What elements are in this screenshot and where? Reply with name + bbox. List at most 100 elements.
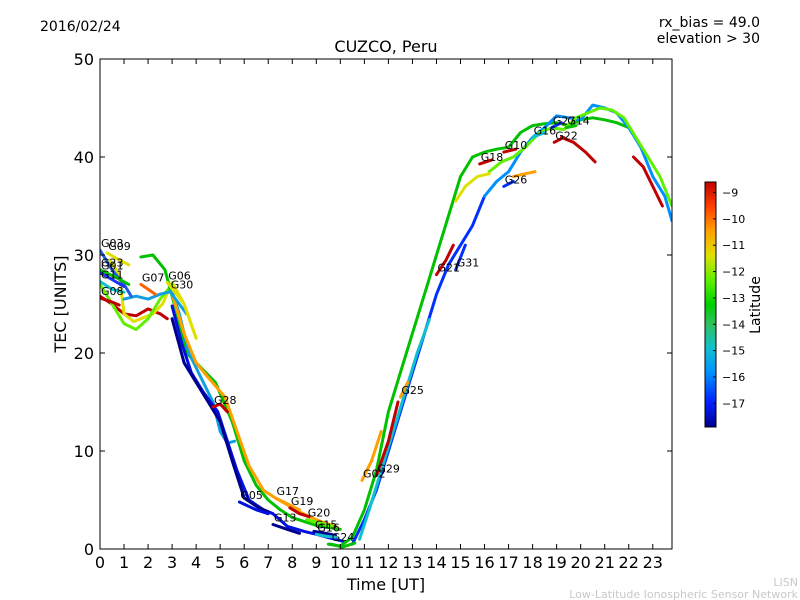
data-curves [100, 103, 672, 548]
x-tick-label-21: 21 [595, 553, 615, 572]
lisn-short-credit: LISN [773, 576, 798, 589]
series-line-g26-25 [502, 180, 515, 188]
x-tick-label-13: 13 [402, 553, 422, 572]
y-axis-ticks: 0 10 20 30 40 50 [74, 50, 672, 559]
tec-curve-14 [559, 135, 597, 164]
series-line-g11-4 [100, 280, 126, 294]
y-tick-label-0: 0 [84, 540, 94, 559]
satellite-label-g02-18: G02 [363, 467, 386, 480]
tec-curve-16 [632, 155, 664, 208]
satellite-label-g27-28: G27 [553, 115, 576, 128]
x-axis-label: Time [UT] [346, 575, 425, 594]
tec-curve-2 [108, 258, 198, 340]
colorbar-tick-label-5: −14 [722, 318, 745, 331]
satellite-label-g30-7: G30 [171, 278, 194, 291]
colorbar [704, 181, 717, 428]
x-tick-label-11: 11 [354, 553, 374, 572]
x-tick-label-1: 1 [119, 553, 129, 572]
satellite-label-g14-29: G14 [567, 115, 590, 128]
series-line-g23-2 [100, 268, 131, 286]
colorbar-tick-label-0: −9 [722, 187, 738, 200]
colorbar-tick-label-1: −10 [722, 213, 745, 226]
elevation-label: elevation > 30 [657, 31, 760, 47]
satellite-label-g11-4: G11 [101, 268, 124, 281]
colorbar-tick-label-8: −17 [722, 397, 745, 410]
tec-curve-13 [487, 106, 672, 208]
satellite-label-g20-14: G20 [308, 507, 331, 520]
x-tick-label-18: 18 [522, 553, 542, 572]
series-line-g20-14 [305, 518, 335, 528]
satellite-label-g03-0: G03 [101, 237, 124, 250]
x-tick-label-8: 8 [287, 553, 297, 572]
series-line-g16-26 [531, 131, 547, 139]
satellite-label-g19-12: G19 [291, 495, 314, 508]
series-line-g01-3 [100, 271, 126, 288]
series-line-g08-5 [100, 296, 121, 307]
series-line-g05-10 [237, 500, 270, 516]
satellite-label-g07-6: G07 [142, 271, 165, 284]
x-tick-label-23: 23 [643, 553, 663, 572]
satellite-label-g05-10: G05 [240, 489, 263, 502]
satellite-label-g13-13: G13 [274, 512, 297, 525]
x-tick-label-15: 15 [450, 553, 470, 572]
series-line-g17-11 [273, 496, 301, 512]
series-line-g16-16 [314, 532, 337, 539]
series-line-g13-13 [271, 523, 301, 535]
satellite-label-g08-5: G08 [101, 285, 124, 298]
satellite-label-g21-21: G21 [437, 262, 460, 275]
x-tick-label-2: 2 [143, 553, 153, 572]
tec-curve-9 [326, 116, 631, 548]
satellite-label-g18-23: G18 [481, 151, 504, 164]
satellite-label-g16-16: G16 [317, 521, 340, 534]
x-tick-label-14: 14 [426, 553, 446, 572]
tec-curve-12 [483, 103, 672, 223]
satellite-label-g28-9: G28 [214, 394, 237, 407]
x-tick-label-17: 17 [498, 553, 518, 572]
colorbar-tick-label-7: −16 [722, 371, 745, 384]
satellite-label-g17-11: G17 [276, 485, 299, 498]
x-tick-label-5: 5 [215, 553, 225, 572]
series-line-g14-29 [564, 124, 578, 130]
colorbar-tick-label-6: −15 [722, 345, 745, 358]
colorbar-tick-label-4: −13 [722, 292, 745, 305]
tec-curve-11 [358, 318, 431, 541]
tec-curve-15 [511, 170, 537, 179]
series-line-g29-19 [374, 400, 400, 477]
series-line-g28-9 [211, 402, 229, 414]
satellite-label-g10-24: G10 [505, 139, 528, 152]
x-axis-ticks: 0 1 2 3 4 5 6 7 8 9 10 11 12 13 14 15 16 17 18 19 20 21 22 23 [95, 59, 663, 572]
series-line-g24-17 [329, 541, 357, 549]
satellite-label-g15-15: G15 [315, 518, 338, 531]
series-line-g19-12 [288, 506, 311, 519]
y-tick-label-10: 10 [74, 442, 94, 461]
satellite-label-g01-3: G01 [101, 260, 124, 273]
x-tick-label-0: 0 [95, 553, 105, 572]
date-label: 2016/02/24 [40, 19, 121, 35]
satellite-label-g24-17: G24 [332, 531, 355, 544]
satellite-label-g06-8: G06 [168, 269, 191, 282]
tec-curve-17 [454, 172, 491, 203]
series-line-g21-21 [435, 243, 455, 277]
x-tick-label-4: 4 [191, 553, 201, 572]
y-tick-label-30: 30 [74, 246, 94, 265]
lisn-long-credit: Low-Latitude Ionospheric Sensor Network [569, 588, 798, 600]
series-line-g22-27 [552, 135, 566, 144]
satellite-label-g22-27: G22 [555, 129, 578, 142]
series-line-g25-20 [398, 380, 410, 399]
x-tick-label-19: 19 [546, 553, 566, 572]
x-tick-label-10: 10 [330, 553, 350, 572]
colorbar-tick-label-2: −11 [722, 239, 745, 252]
y-axis-label: TEC [UNITS] [51, 256, 70, 354]
series-line-g18-23 [478, 158, 494, 166]
colorbar-tick-label-3: −12 [722, 266, 745, 279]
satellite-label-g23-2: G23 [101, 257, 124, 270]
tec-curve-3 [100, 282, 174, 331]
satellite-label-g25-20: G25 [401, 384, 424, 397]
x-tick-label-3: 3 [167, 553, 177, 572]
satellite-label-g16-26: G16 [534, 124, 557, 137]
y-tick-label-20: 20 [74, 344, 94, 363]
colorbar-ticks: −9 −10 −11 −12 −13 −14 −15 −16 −17 [713, 187, 745, 410]
x-tick-label-7: 7 [263, 553, 273, 572]
x-tick-label-22: 22 [619, 553, 639, 572]
